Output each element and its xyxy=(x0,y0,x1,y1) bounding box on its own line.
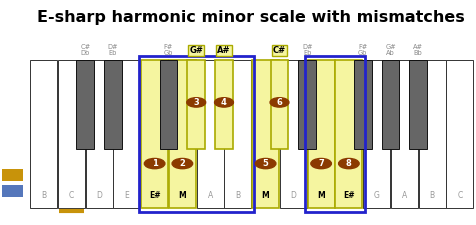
Bar xyxy=(169,60,196,208)
Text: 8: 8 xyxy=(346,159,352,168)
Text: C#
Db: C# Db xyxy=(80,44,90,56)
Text: D: D xyxy=(290,191,296,200)
Bar xyxy=(2,169,23,181)
Text: G#: G# xyxy=(189,46,203,55)
Bar xyxy=(280,60,307,208)
Text: F#
Gb: F# Gb xyxy=(164,44,173,56)
Bar xyxy=(271,60,288,149)
Text: E: E xyxy=(125,191,129,200)
Circle shape xyxy=(255,158,276,169)
Text: 1: 1 xyxy=(152,159,158,168)
Bar xyxy=(298,60,316,149)
Bar xyxy=(418,60,446,208)
Text: C: C xyxy=(69,191,74,200)
Bar xyxy=(58,60,85,208)
Bar xyxy=(197,60,224,208)
Text: 7: 7 xyxy=(318,159,324,168)
Text: A: A xyxy=(402,191,407,200)
Bar xyxy=(159,60,178,149)
Bar xyxy=(391,60,418,208)
Bar xyxy=(363,60,390,208)
Circle shape xyxy=(144,158,165,169)
Text: A: A xyxy=(208,191,213,200)
Text: D#
Eb: D# Eb xyxy=(108,44,118,56)
Text: A#: A# xyxy=(217,46,231,55)
Bar xyxy=(188,60,205,149)
Bar xyxy=(252,60,279,208)
Text: C#: C# xyxy=(273,46,286,55)
Text: basicmusictheory.com: basicmusictheory.com xyxy=(10,68,15,130)
Text: 4: 4 xyxy=(221,98,227,107)
Bar xyxy=(104,60,122,149)
Bar xyxy=(215,60,233,149)
Bar xyxy=(86,60,113,208)
Text: A#
Bb: A# Bb xyxy=(413,44,423,56)
Text: 6: 6 xyxy=(277,98,282,107)
Bar xyxy=(30,60,57,208)
Text: M: M xyxy=(317,191,325,200)
Bar xyxy=(224,60,251,208)
Text: G#
Ab: G# Ab xyxy=(385,44,396,56)
Text: B: B xyxy=(41,191,46,200)
Text: M: M xyxy=(178,191,186,200)
Text: B: B xyxy=(429,191,435,200)
Bar xyxy=(76,60,94,149)
Circle shape xyxy=(338,158,359,169)
Text: 2: 2 xyxy=(179,159,185,168)
Bar xyxy=(336,60,362,208)
Bar xyxy=(141,60,168,208)
Text: G: G xyxy=(374,191,379,200)
Circle shape xyxy=(187,98,206,107)
Text: E#: E# xyxy=(149,191,160,200)
Text: D: D xyxy=(96,191,102,200)
Text: D#
Eb: D# Eb xyxy=(302,44,312,56)
Bar xyxy=(2,184,23,197)
Bar xyxy=(306,56,365,212)
Circle shape xyxy=(311,158,331,169)
Bar xyxy=(139,56,254,212)
Bar xyxy=(307,60,335,208)
Bar xyxy=(382,60,399,149)
Text: B: B xyxy=(235,191,240,200)
Text: 3: 3 xyxy=(193,98,199,107)
Circle shape xyxy=(215,98,233,107)
Bar xyxy=(113,60,140,208)
Bar xyxy=(354,60,372,149)
Circle shape xyxy=(270,98,289,107)
Bar xyxy=(446,60,474,208)
Bar xyxy=(409,60,427,149)
Circle shape xyxy=(172,158,193,169)
Text: C: C xyxy=(457,191,463,200)
Text: 5: 5 xyxy=(263,159,268,168)
Text: E#: E# xyxy=(343,191,355,200)
Text: F#
Gb: F# Gb xyxy=(358,44,367,56)
Text: M: M xyxy=(262,191,269,200)
Text: E-sharp harmonic minor scale with mismatches: E-sharp harmonic minor scale with mismat… xyxy=(37,10,465,25)
